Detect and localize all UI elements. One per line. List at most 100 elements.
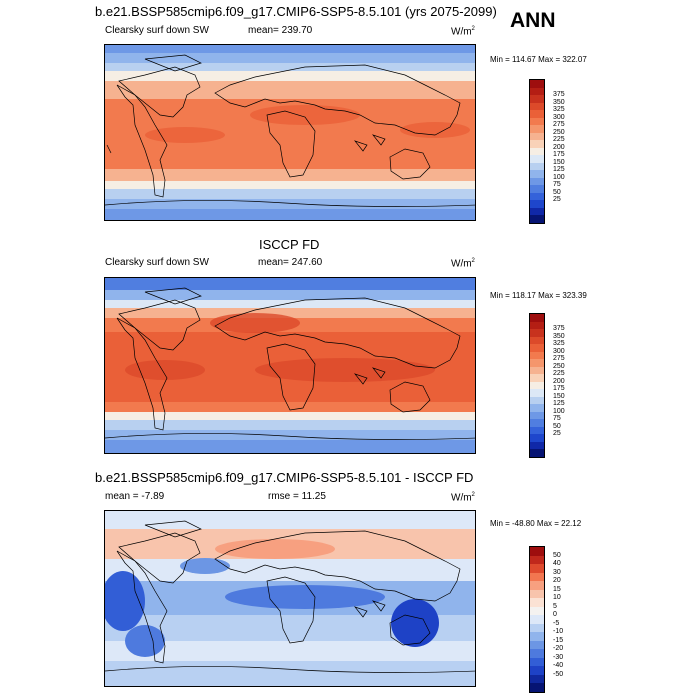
colorbar-tick-label: 375 — [553, 325, 565, 332]
colorbar-cell — [530, 374, 544, 382]
colorbar-tick-label: 275 — [553, 355, 565, 362]
colorbar-cell — [530, 80, 544, 88]
colorbar-cell — [530, 581, 544, 590]
colorbar-cell — [530, 344, 544, 352]
colorbar-cell — [530, 411, 544, 419]
panel3-units: W/m2 — [451, 492, 475, 504]
colorbar-cell — [530, 329, 544, 337]
colorbar-cell — [530, 572, 544, 581]
colorbar-cell — [530, 381, 544, 389]
colorbar-tick-label: 25 — [553, 196, 561, 203]
colorbar-cell — [530, 640, 544, 649]
panel2-mean-label: mean= 247.60 — [258, 257, 323, 268]
season-label: ANN — [510, 9, 556, 32]
colorbar-tick-label: 325 — [553, 106, 565, 113]
colorbar-cell — [530, 589, 544, 598]
colorbar-cell — [530, 351, 544, 359]
colorbar-tick-label: -10 — [553, 628, 564, 635]
panel1-title: b.e21.BSSP585cmip6.f09_g17.CMIP6-SSP5-8.… — [95, 4, 497, 19]
colorbar-cell — [530, 404, 544, 412]
colorbar-tick-label: 40 — [553, 560, 561, 567]
panel2-colorbar-cells — [530, 314, 544, 457]
colorbar-cell — [530, 547, 544, 556]
colorbar-tick-label: 75 — [553, 181, 561, 188]
colorbar-tick-label: 5 — [553, 602, 557, 610]
colorbar-cell — [530, 170, 544, 178]
colorbar-cell — [530, 125, 544, 133]
colorbar-tick-label: 175 — [553, 151, 565, 158]
panel3-title: b.e21.BSSP585cmip6.f09_g17.CMIP6-SSP5-8.… — [95, 470, 474, 485]
colorbar-cell — [530, 674, 544, 683]
colorbar-cell — [530, 666, 544, 675]
colorbar-tick-label: -15 — [553, 636, 564, 644]
panel1-map — [104, 44, 476, 221]
colorbar-cell — [530, 177, 544, 185]
colorbar-tick-label: 0 — [553, 611, 557, 618]
colorbar-cell — [530, 110, 544, 118]
colorbar-tick-label: 20 — [553, 577, 561, 584]
colorbar-cell — [530, 632, 544, 641]
colorbar-cell — [530, 162, 544, 170]
colorbar-cell — [530, 555, 544, 564]
colorbar-tick-label: 350 — [553, 98, 565, 106]
panel3-rmse-label: rmse = 11.25 — [268, 491, 326, 502]
colorbar-cell — [530, 314, 544, 322]
colorbar-tick-label: 300 — [553, 347, 565, 355]
colorbar-cell — [530, 434, 544, 442]
colorbar-tick-label: 250 — [553, 128, 565, 136]
colorbar-cell — [530, 396, 544, 404]
panel3-colorbar-cells — [530, 547, 544, 692]
colorbar-cell — [530, 207, 544, 215]
panel2-minmax: Min = 118.17 Max = 323.39 — [490, 291, 587, 300]
colorbar-tick-label: 200 — [553, 143, 565, 151]
colorbar-tick-label: -20 — [553, 645, 564, 652]
colorbar-cell — [530, 132, 544, 140]
colorbar-tick-label: -5 — [553, 619, 560, 627]
colorbar-cell — [530, 606, 544, 615]
colorbar-cell — [530, 140, 544, 148]
colorbar-tick-label: 375 — [553, 91, 565, 98]
colorbar-cell — [530, 147, 544, 155]
colorbar-tick-label: 125 — [553, 166, 565, 173]
colorbar-tick-label: 275 — [553, 121, 565, 128]
colorbar-tick-label: 30 — [553, 568, 561, 576]
colorbar-cell — [530, 366, 544, 374]
colorbar-cell — [530, 87, 544, 95]
colorbar-cell — [530, 426, 544, 434]
panel1-minmax: Min = 114.67 Max = 322.07 — [490, 55, 587, 64]
colorbar-cell — [530, 615, 544, 624]
colorbar-tick-label: 50 — [553, 188, 561, 196]
colorbar-tick-label: 350 — [553, 332, 565, 340]
colorbar-cell — [530, 441, 544, 449]
colorbar-cell — [530, 117, 544, 125]
colorbar-cell — [530, 200, 544, 208]
colorbar-cell — [530, 192, 544, 200]
panel3-colorbar — [529, 546, 545, 693]
colorbar-cell — [530, 102, 544, 110]
panel2-colorbar — [529, 313, 545, 458]
colorbar-tick-label: 25 — [553, 430, 561, 437]
colorbar-tick-label: -30 — [553, 653, 564, 661]
colorbar-cell — [530, 336, 544, 344]
colorbar-cell — [530, 419, 544, 427]
colorbar-cell — [530, 657, 544, 666]
colorbar-tick-label: 10 — [553, 594, 561, 601]
colorbar-tick-label: 250 — [553, 362, 565, 370]
colorbar-cell — [530, 95, 544, 103]
colorbar-cell — [530, 155, 544, 163]
colorbar-tick-label: 50 — [553, 422, 561, 430]
panel2-variable-label: Clearsky surf down SW — [105, 257, 209, 268]
panel1-colorbar — [529, 79, 545, 224]
colorbar-tick-label: 50 — [553, 551, 561, 559]
colorbar-tick-label: 15 — [553, 585, 561, 593]
panel3-mean-label: mean = -7.89 — [105, 491, 165, 502]
panel3-minmax: Min = -48.80 Max = 22.12 — [490, 519, 582, 528]
panel3-map — [104, 510, 476, 687]
colorbar-cell — [530, 623, 544, 632]
colorbar-tick-label: 150 — [553, 392, 565, 400]
panel1-mean-label: mean= 239.70 — [248, 25, 313, 36]
colorbar-cell — [530, 449, 544, 457]
colorbar-cell — [530, 564, 544, 573]
panel1-variable-label: Clearsky surf down SW — [105, 25, 209, 36]
colorbar-tick-label: 300 — [553, 113, 565, 121]
